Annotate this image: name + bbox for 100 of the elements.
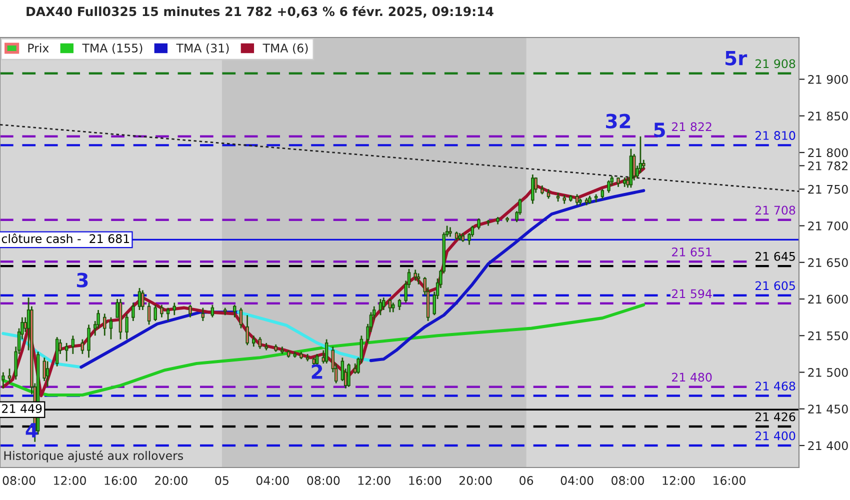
- candlestick: [638, 136, 642, 174]
- candlestick: [398, 298, 402, 311]
- ref-line-label: 21 426: [756, 412, 796, 422]
- candlestick: [201, 307, 205, 322]
- x-tick-label: 12:00: [54, 476, 86, 485]
- legend-label: TMA (31): [176, 43, 229, 54]
- ref-line-label: 21 651: [672, 248, 712, 256]
- candlestick: [252, 334, 256, 348]
- ref-line-label: 21 708: [756, 206, 796, 215]
- x-tick-label: 05: [215, 476, 228, 485]
- y-tick-label: 21 600: [808, 294, 848, 304]
- candlestick: [172, 302, 176, 316]
- candlestick: [132, 302, 135, 322]
- x-tick-label: 08:00: [612, 476, 644, 485]
- y-tick-label: 21 500: [808, 368, 848, 377]
- candlestick: [46, 360, 50, 388]
- x-tick-label: 16:00: [104, 476, 137, 485]
- candlestick: [546, 188, 550, 200]
- x-tick-label: 12:00: [358, 476, 390, 485]
- candlestick: [382, 296, 386, 311]
- ref-line-label: 21 645: [756, 252, 795, 261]
- candlestick: [607, 180, 610, 194]
- candlestick: [575, 194, 579, 206]
- annotation: 3: [76, 272, 88, 288]
- ref-line-label: 21 822: [672, 122, 712, 132]
- y-tick-label: 21 550: [808, 331, 848, 340]
- x-tick-label: 16:00: [409, 476, 442, 485]
- candlestick: [632, 153, 636, 182]
- x-tick-label: 20:00: [155, 476, 188, 485]
- ref-line-label: 21 468: [756, 382, 796, 390]
- candlestick: [2, 372, 5, 390]
- annotation: Historique ajusté aux rollovers: [4, 450, 183, 462]
- candlestick: [147, 302, 151, 326]
- legend-label: Prix: [28, 43, 49, 52]
- y-tick-label: 21 850: [808, 112, 848, 121]
- annotation: 5r: [726, 51, 748, 66]
- candlestick: [80, 338, 84, 355]
- legend-label: TMA (155): [82, 43, 142, 54]
- candlestick: [324, 338, 328, 364]
- line-series: [369, 189, 646, 362]
- candlestick: [138, 287, 142, 311]
- candlestick: [141, 290, 144, 311]
- candlestick: [71, 334, 75, 355]
- ref-line-label: clôture cash - 21 681: [2, 233, 130, 244]
- chart-title: DAX40 Full0325 15 minutes 21 782 +0,63 % 6 févr. 2025, 09:19:14: [26, 6, 494, 18]
- x-tick-label: 20:00: [459, 476, 492, 485]
- candlestick: [154, 304, 157, 322]
- legend-label: TMA (6): [262, 43, 308, 54]
- candlestick: [414, 269, 417, 282]
- x-tick-label: 04:00: [560, 476, 594, 485]
- x-tick-label: 08:00: [2, 476, 36, 485]
- candlestick: [347, 362, 350, 388]
- candlestick: [477, 218, 480, 230]
- candlestick: [125, 312, 128, 340]
- candlestick: [416, 272, 420, 286]
- ref-line-label: 21 400: [756, 431, 796, 440]
- ref-line-label: 21 605: [756, 281, 795, 290]
- y-tick-label: 21 782: [808, 161, 848, 170]
- x-tick-label: 12:00: [662, 476, 695, 485]
- y-tick-label: 21 750: [808, 184, 848, 194]
- candlestick: [64, 342, 68, 362]
- candlestick: [378, 298, 382, 316]
- ref-line-label: 21 449: [2, 404, 42, 414]
- candlestick: [87, 324, 90, 358]
- annotation: 2: [312, 364, 322, 379]
- y-tick-label: 21 450: [808, 404, 848, 414]
- candlestick: [246, 314, 249, 346]
- x-tick-label: 16:00: [714, 476, 746, 485]
- ref-line-label: 21 480: [672, 372, 712, 382]
- candlestick: [531, 174, 534, 204]
- candlestick: [315, 353, 319, 366]
- x-tick-label: 06: [520, 476, 534, 485]
- candlestick: [210, 304, 214, 318]
- candlestick: [166, 307, 170, 322]
- candlestick: [188, 304, 192, 318]
- candlestick: [160, 304, 164, 318]
- candlestick: [392, 302, 395, 313]
- candlestick: [103, 312, 106, 336]
- candlestick: [233, 304, 236, 318]
- candlestick: [622, 176, 626, 188]
- y-tick-label: 21 900: [808, 74, 848, 84]
- y-tick-label: 21 700: [808, 221, 848, 230]
- y-tick-label: 21 800: [808, 148, 848, 158]
- ref-line-label: 21 810: [756, 131, 796, 140]
- candlestick: [109, 316, 113, 340]
- y-tick-label: 21 400: [808, 441, 848, 450]
- x-tick-label: 04:00: [256, 476, 289, 485]
- annotation: 32: [606, 114, 630, 128]
- candlestick: [448, 226, 452, 238]
- line-series: [236, 310, 372, 362]
- candlestick: [600, 188, 604, 200]
- ref-line-label: 21 908: [756, 59, 796, 68]
- line-series: [2, 303, 646, 397]
- ref-line-label: 21 594: [672, 289, 712, 298]
- annotation: 5: [654, 122, 665, 138]
- y-tick-label: 21 650: [808, 258, 848, 268]
- candlestick: [239, 307, 243, 330]
- candlestick: [8, 368, 12, 384]
- x-tick-label: 08:00: [307, 476, 340, 485]
- candlestick: [258, 336, 262, 350]
